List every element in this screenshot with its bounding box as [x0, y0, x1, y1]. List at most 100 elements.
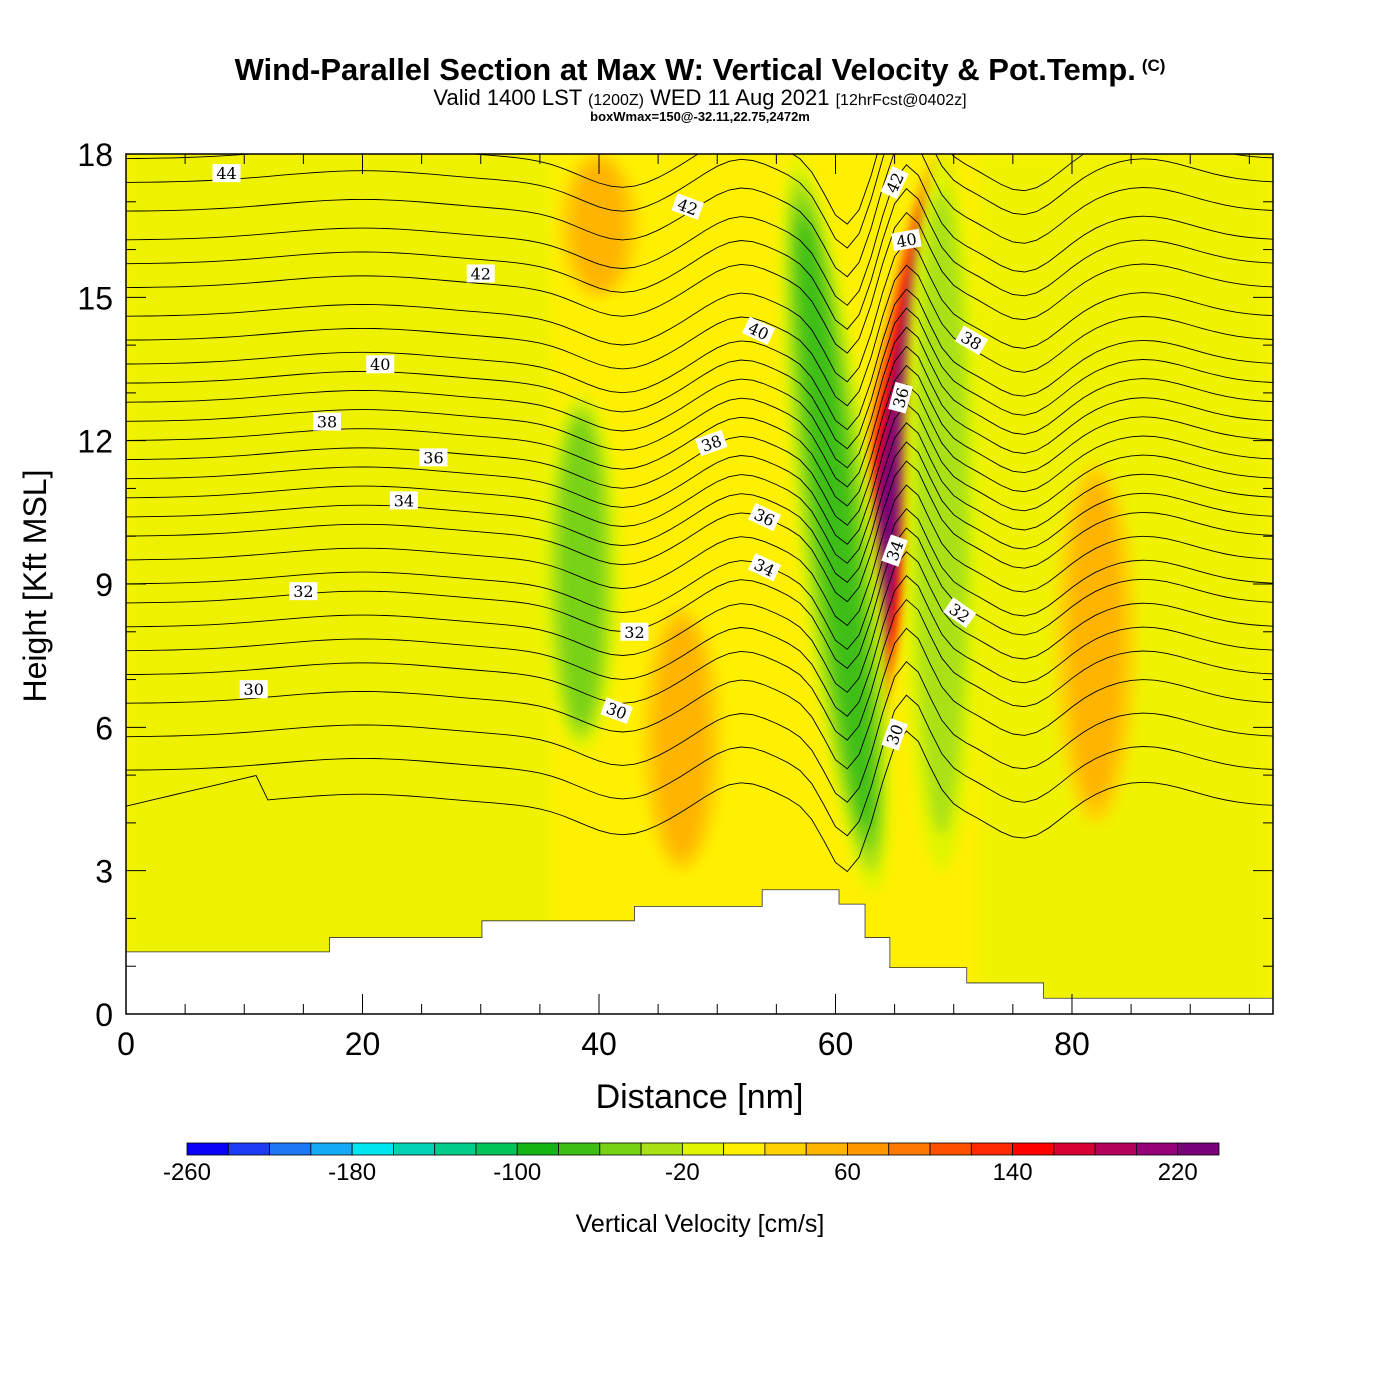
x-tick-label: 60 [818, 1026, 854, 1062]
colorbar-swatch-18 [929, 1142, 972, 1156]
isentrope-label-bg [212, 164, 241, 183]
isentrope-label-13: 34 [389, 491, 418, 510]
colorbar-swatch-20 [1012, 1142, 1055, 1156]
isentrope-label-text: 42 [471, 264, 491, 283]
colorbar-tick-label: -100 [493, 1159, 541, 1186]
isentrope-label-bg [881, 534, 908, 567]
colorbar-swatch-24 [1177, 1142, 1220, 1156]
w-contour-2--60 [560, 418, 602, 726]
isentrope-label-bg [748, 503, 782, 532]
colorbar: -260 -180 -100 -20 60 140 220 Vertical Velocity… [163, 1142, 1220, 1238]
w-contour-5-40 [655, 621, 709, 858]
colorbar-swatch-1 [227, 1142, 270, 1156]
box-info: boxWmax=150@-32.11,22.75,2472m [590, 109, 810, 124]
isentrope-label-bg [620, 622, 649, 641]
isentrope-label-bg [742, 316, 776, 345]
isentrope-label-text: 40 [895, 229, 918, 251]
isentrope-line-12 [126, 422, 1273, 564]
colorbar-swatch-21 [1053, 1142, 1096, 1156]
terrain-block-5 [839, 904, 866, 1014]
isentrope-label-19: 30 [239, 680, 268, 699]
colorbar-label: Vertical Velocity [cm/s] [576, 1210, 825, 1238]
isentrope-label-bg [954, 325, 989, 356]
colorbar-swatch-6 [434, 1142, 477, 1156]
isentrope-label-text: 36 [889, 386, 913, 411]
isentrope-line-5 [126, 575, 1273, 717]
y-axis-label: Height [Kft MSL] [17, 470, 53, 703]
colorbar-tick-label: -260 [163, 1159, 211, 1186]
isentrope-label-7: 38 [313, 412, 342, 432]
colorbar-tick-label: 140 [993, 1159, 1033, 1186]
isentrope-line-6 [126, 551, 1273, 693]
terrain-block-3 [634, 906, 763, 1014]
colorbar-swatch-11 [640, 1142, 683, 1156]
isentrope-label-bg [943, 597, 977, 629]
isentrope-line-13 [126, 403, 1273, 545]
isentrope-label-bg [389, 491, 418, 510]
colorbar-swatch-0 [186, 1142, 229, 1156]
isentrope-label-text: 44 [216, 164, 236, 183]
isentrope-labels: 4442424240404038383836363634343432323230… [212, 164, 989, 751]
terrain-outline [126, 889, 1273, 999]
w-contour-1--80 [798, 217, 873, 832]
y-tick-label: 9 [95, 567, 113, 603]
isentrope-label-10: 36 [419, 448, 448, 467]
isentrope-label-bg [695, 429, 728, 457]
y-tick-label: 3 [95, 854, 113, 890]
isentrope-label-12: 36 [888, 381, 913, 414]
colorbar-swatch-17 [888, 1142, 931, 1156]
colorbar-swatch-19 [970, 1142, 1014, 1156]
isentrope-line-1 [126, 694, 1273, 837]
colorbar-tick-label: 60 [834, 1159, 861, 1186]
isentrope-line-2 [126, 661, 1273, 803]
y-tick-label: 12 [77, 424, 113, 460]
isentrope-label-bg [600, 697, 633, 724]
isentrope-label-bg [466, 264, 495, 283]
colorbar-swatch-13 [723, 1142, 766, 1156]
isentrope-label-4: 40 [366, 355, 395, 374]
isentrope-line-14 [126, 383, 1273, 526]
isentrope-label-bg [313, 412, 342, 431]
isentrope-line-22 [126, 211, 1273, 354]
isentrope-label-bg [289, 582, 318, 601]
isentrope-line-27 [126, 154, 1273, 225]
colorbar-swatch-12 [681, 1142, 725, 1156]
isentrope-line-21 [126, 240, 1273, 383]
colorbar-tick-label: 220 [1158, 1159, 1198, 1186]
y-tick-label: 6 [95, 710, 113, 746]
colorbar-swatch-23 [1136, 1142, 1179, 1156]
isentrope-line-23 [126, 188, 1273, 330]
colorbar-swatch-8 [516, 1142, 559, 1156]
isentrope-line-10 [126, 460, 1273, 603]
isentrope-label-bg [239, 680, 268, 699]
x-tick-label: 80 [1054, 1026, 1090, 1062]
colorbar-swatch-5 [392, 1142, 436, 1156]
x-tick-label: 40 [581, 1026, 617, 1062]
isentrope-label-1: 42 [466, 264, 495, 283]
isentrope-label-bg [419, 448, 448, 467]
terrain [126, 889, 1274, 1014]
terrain-block-7 [889, 967, 968, 1014]
isentrope-line-26 [126, 154, 1273, 249]
isentrope-label-16: 32 [289, 582, 318, 601]
isentrope-label-text: 38 [317, 413, 337, 432]
isentrope-label-text: 34 [394, 491, 414, 510]
colorbar-tick-label: -20 [665, 1159, 700, 1186]
isentrope-label-text: 36 [423, 448, 443, 467]
terrain-block-9 [1043, 998, 1274, 1014]
colorbar-swatch-15 [805, 1142, 848, 1156]
colorbar-swatch-9 [558, 1142, 601, 1156]
isentrope-label-bg [881, 718, 908, 751]
isentrope-label-bg [671, 193, 704, 220]
terrain-block-8 [966, 982, 1045, 1014]
w-contour-3-40 [1069, 482, 1123, 805]
y-tick-label: 18 [77, 137, 113, 173]
isentrope-label-text: 32 [293, 582, 313, 601]
chart-title: Wind-Parallel Section at Max W: Vertical… [234, 52, 1166, 87]
isentrope-line-0 [126, 730, 1273, 873]
isentrope-label-text: 32 [624, 623, 644, 642]
isentrope-line-17 [126, 326, 1273, 469]
colorbar-swatch-22 [1094, 1142, 1137, 1156]
y-tick-label: 0 [95, 997, 113, 1033]
